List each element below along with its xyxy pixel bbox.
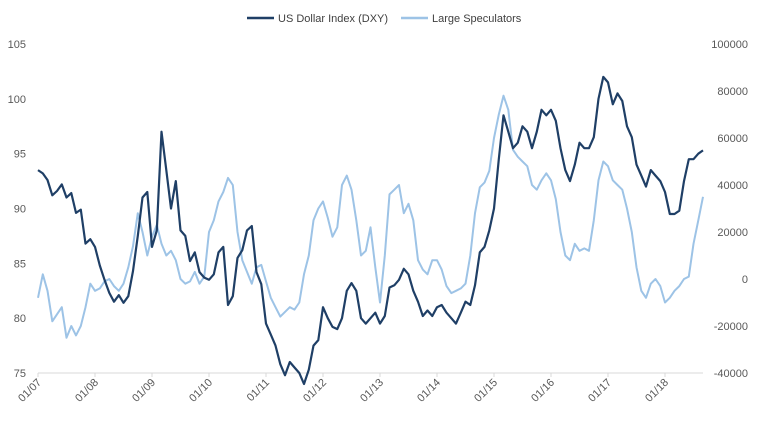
- x-tick-label: 01/13: [358, 377, 386, 405]
- x-tick-label: 01/15: [472, 377, 500, 405]
- right-y-tick-label: 40000: [717, 180, 748, 192]
- x-tick-label: 01/17: [586, 377, 614, 405]
- right-y-tick-label: 100000: [711, 39, 748, 51]
- x-tick-label: 01/11: [245, 377, 272, 404]
- left-y-tick-label: 85: [14, 258, 26, 270]
- left-y-tick-label: 80: [14, 313, 26, 325]
- right-y-axis: -40000 -20000 0 20000 40000 60000 80000 100000: [711, 39, 748, 380]
- right-y-tick-label: -40000: [714, 368, 748, 380]
- left-y-tick-label: 105: [8, 39, 26, 51]
- right-y-tick-label: 60000: [717, 133, 748, 145]
- x-tick-label: 01/10: [187, 377, 215, 405]
- left-y-tick-label: 75: [14, 368, 26, 380]
- legend-label: Large Speculators: [432, 13, 522, 25]
- left-y-tick-label: 100: [8, 94, 26, 106]
- chart-legend: US Dollar Index (DXY) Large Speculators: [247, 13, 522, 25]
- series-group: [37, 75, 704, 386]
- x-tick-label: 01/07: [16, 377, 44, 405]
- left-y-tick-label: 95: [14, 149, 26, 161]
- left-y-tick-label: 90: [14, 204, 26, 216]
- dxy-line: [37, 75, 704, 386]
- legend-label: US Dollar Index (DXY): [278, 13, 388, 25]
- right-y-tick-label: -20000: [714, 321, 748, 333]
- large-speculators-line: [37, 94, 704, 339]
- left-y-axis: 75 80 85 90 95 100 105: [8, 39, 26, 380]
- x-tick-label: 01/14: [415, 377, 443, 405]
- x-tick-label: 01/16: [529, 377, 557, 405]
- x-axis: 01/07 01/08 01/09 01/10 01/11 01/12 01/13 01/14…: [16, 373, 671, 405]
- x-tick-label: 01/18: [643, 377, 671, 405]
- right-y-tick-label: 80000: [717, 86, 748, 98]
- right-y-tick-label: 0: [742, 274, 748, 286]
- x-tick-label: 01/08: [73, 377, 101, 405]
- x-tick-label: 01/09: [130, 377, 158, 405]
- right-y-tick-label: 20000: [717, 227, 748, 239]
